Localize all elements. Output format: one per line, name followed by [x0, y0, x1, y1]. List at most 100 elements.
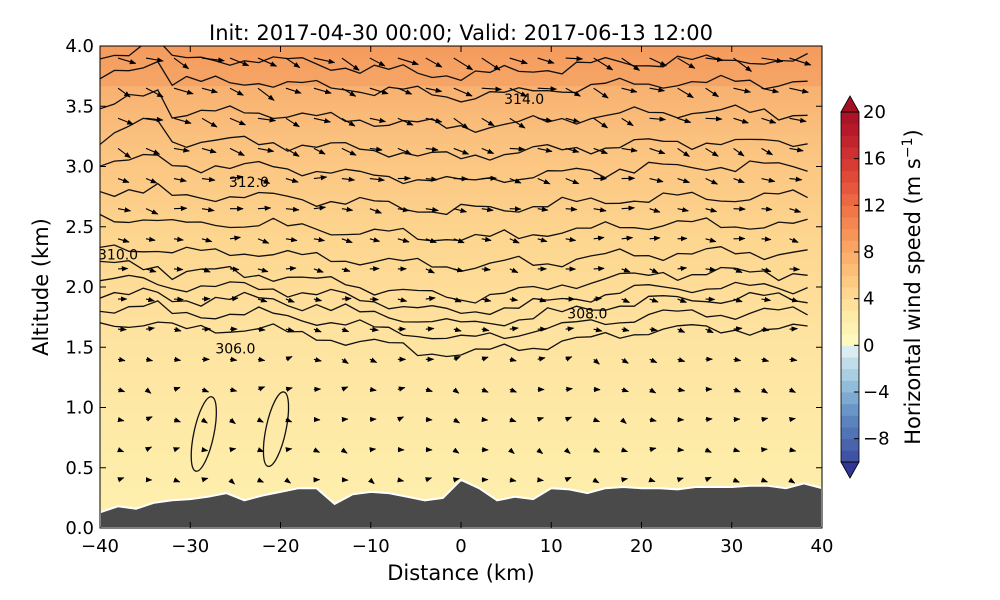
colorbar-tick-label: −8: [863, 429, 890, 450]
wind-vector: [145, 236, 156, 242]
wind-vector: [397, 477, 405, 483]
wind-vector: [285, 177, 299, 183]
wind-vector: [593, 447, 601, 453]
wind-vector: [425, 146, 439, 152]
colorbar-segment: [841, 427, 859, 440]
wind-vector: [313, 296, 323, 303]
wind-vector: [564, 476, 572, 483]
wind-vector: [425, 268, 435, 274]
wind-vector: [453, 238, 465, 244]
wind-vector: [649, 235, 661, 242]
wind-vector: [733, 447, 741, 453]
y-tick-label: 3.5: [65, 96, 94, 117]
wind-vector: [369, 57, 386, 67]
colorbar-segment: [841, 193, 859, 206]
wind-vector: [509, 267, 519, 274]
wind-vector: [173, 147, 190, 153]
wind-vector: [509, 356, 517, 363]
wind-vector: [789, 147, 804, 153]
wind-vector: [677, 207, 689, 213]
wind-vector: [117, 447, 125, 453]
wind-vector: [621, 57, 641, 71]
wind-vector: [425, 295, 436, 302]
wind-vector: [173, 356, 182, 363]
wind-vector: [789, 176, 803, 182]
wind-vector: [621, 235, 634, 241]
wind-vector: [341, 238, 353, 244]
wind-vector: [509, 117, 526, 129]
wind-vector: [788, 416, 796, 423]
isentrope-line: [100, 182, 808, 216]
colorbar-segment: [841, 158, 859, 171]
wind-vector: [565, 356, 573, 362]
wind-vector: [313, 175, 328, 181]
wind-vector: [341, 117, 356, 127]
wind-vector: [705, 266, 717, 272]
wind-vector: [117, 416, 125, 423]
wind-vector: [425, 207, 439, 213]
colorbar-segment: [841, 403, 859, 416]
wind-vector: [761, 387, 769, 394]
wind-vector: [117, 57, 137, 65]
wind-vector: [117, 87, 131, 98]
wind-vector: [425, 238, 437, 244]
wind-vector: [285, 57, 301, 69]
colorbar-segment: [841, 450, 859, 463]
wind-vector: [677, 387, 686, 393]
wind-vector: [536, 417, 545, 423]
wind-vector: [509, 146, 526, 152]
terrain: [100, 478, 822, 528]
wind-vector: [481, 326, 490, 333]
wind-vector: [117, 147, 132, 159]
colorbar-frame: [840, 111, 860, 463]
colorbar-segment: [841, 240, 859, 253]
wind-vector: [397, 87, 413, 95]
wind-vector: [145, 87, 164, 98]
wind-vector: [117, 207, 132, 213]
wind-vector: [565, 236, 577, 243]
wind-vector: [257, 326, 266, 332]
wind-vector: [117, 477, 125, 483]
wind-vector: [453, 355, 461, 362]
isentrope-labels: 314.0 312.0 310.0 308.0 306.0: [98, 92, 607, 357]
wind-vector: [452, 477, 460, 483]
wind-field-orange-band: [100, 46, 822, 86]
wind-vector: [425, 477, 433, 483]
wind-vector: [257, 356, 266, 363]
y-tick-label: 3.0: [65, 157, 94, 178]
colorbar-tick-label: 20: [863, 102, 886, 123]
isentrope-line: [100, 321, 808, 358]
wind-vector: [565, 386, 573, 392]
wind-vector: [537, 297, 547, 303]
wind-vector: [256, 417, 264, 423]
wind-vector: [200, 417, 208, 424]
wind-vector: [705, 207, 718, 213]
wind-vector: [397, 57, 419, 66]
y-tick-label: 1.0: [65, 398, 94, 419]
wind-vector: [789, 326, 799, 332]
isentrope-line: [100, 287, 808, 327]
wind-vector: [733, 387, 741, 393]
wind-vector: [201, 267, 211, 273]
y-tick-label: 2.5: [65, 217, 94, 238]
wind-vector: [621, 297, 631, 303]
wind-vector: [173, 386, 181, 392]
isentrope-line: [100, 213, 808, 242]
wind-vector: [677, 57, 696, 69]
wind-vector: [229, 57, 250, 67]
colorbar-tick-label: −4: [863, 382, 890, 403]
colorbar-segment: [841, 322, 859, 335]
wind-vector: [257, 297, 268, 303]
wind-vector: [172, 447, 181, 453]
wind-vector: [173, 326, 182, 333]
wind-vector: [789, 57, 812, 66]
wind-vector: [733, 147, 745, 157]
isentrope-label: 310.0: [98, 247, 138, 263]
wind-vector: [117, 387, 126, 393]
wind-vector: [453, 207, 468, 213]
wind-vector: [733, 326, 743, 332]
wind-vector: [537, 86, 558, 92]
wind-vector: [313, 205, 327, 211]
wind-vector: [761, 236, 772, 242]
wind-vector: [733, 177, 745, 184]
